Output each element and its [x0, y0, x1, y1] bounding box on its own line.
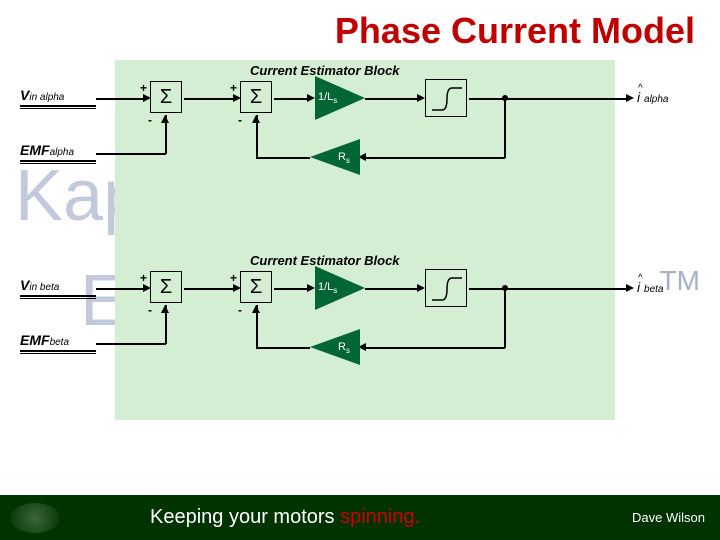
arrow: [417, 284, 425, 292]
footer-author: Dave Wilson: [632, 510, 705, 525]
feedback-gain-triangle: [310, 329, 360, 365]
wire: [504, 98, 506, 158]
wire: [366, 347, 505, 349]
input-emf: EMFalpha: [20, 142, 74, 158]
footer-tagline: Keeping your motors spinning.: [150, 506, 420, 529]
arrow: [626, 284, 634, 292]
summer: Σ: [240, 271, 272, 303]
sign-minus: -: [148, 113, 152, 127]
wire: [256, 347, 310, 349]
sign-plus: +: [140, 81, 147, 95]
input-v: Vin alpha: [20, 87, 64, 103]
output-label: ^i alpha: [637, 89, 668, 105]
wire: [365, 288, 420, 290]
footer-bar: Keeping your motors spinning. Dave Wilso…: [0, 495, 720, 540]
integrator-curve: [426, 270, 468, 308]
wire: [504, 288, 506, 348]
feedback-gain-triangle: [310, 139, 360, 175]
input-underline: [20, 160, 96, 162]
wire: [365, 98, 420, 100]
gain-label: 1/Ls: [318, 91, 337, 105]
input-v: Vin beta: [20, 277, 59, 293]
watermark-tm: TM: [660, 265, 700, 297]
wire: [96, 153, 166, 155]
sign-plus: +: [230, 271, 237, 285]
wire: [469, 98, 629, 100]
wire: [274, 98, 310, 100]
arrow: [417, 94, 425, 102]
wire: [366, 157, 505, 159]
input-emf: EMFbeta: [20, 332, 69, 348]
summer: Σ: [150, 81, 182, 113]
arrow: [307, 94, 315, 102]
wire: [96, 343, 166, 345]
summer: Σ: [150, 271, 182, 303]
wire: [96, 98, 146, 100]
integrator: [425, 79, 467, 117]
sign-minus: -: [238, 303, 242, 317]
tagline-a: Keeping your motors: [150, 506, 340, 528]
integrator: [425, 269, 467, 307]
wire: [184, 98, 236, 100]
input-underline: [20, 105, 96, 107]
arrow: [252, 305, 260, 313]
input-underline: [20, 295, 96, 297]
arrow: [626, 94, 634, 102]
gain-label: 1/Ls: [318, 281, 337, 295]
input-underline: [20, 350, 96, 352]
page-title: Phase Current Model: [0, 0, 720, 52]
sign-plus: +: [230, 81, 237, 95]
feedback-gain-label: Rs: [338, 151, 350, 165]
diagram-background: [115, 60, 615, 420]
sign-minus: -: [148, 303, 152, 317]
wire: [274, 288, 310, 290]
feedback-gain-label: Rs: [338, 341, 350, 355]
wire: [184, 288, 236, 290]
sign-minus: -: [238, 113, 242, 127]
arrow: [161, 305, 169, 313]
summer: Σ: [240, 81, 272, 113]
arrow: [307, 284, 315, 292]
arrow: [252, 115, 260, 123]
footer-logo: [10, 503, 60, 533]
arrow: [161, 115, 169, 123]
wire: [469, 288, 629, 290]
tagline-b: spinning.: [340, 506, 420, 528]
wire: [256, 157, 310, 159]
sign-plus: +: [140, 271, 147, 285]
output-label: ^i beta: [637, 279, 663, 295]
wire: [96, 288, 146, 290]
integrator-curve: [426, 80, 468, 118]
